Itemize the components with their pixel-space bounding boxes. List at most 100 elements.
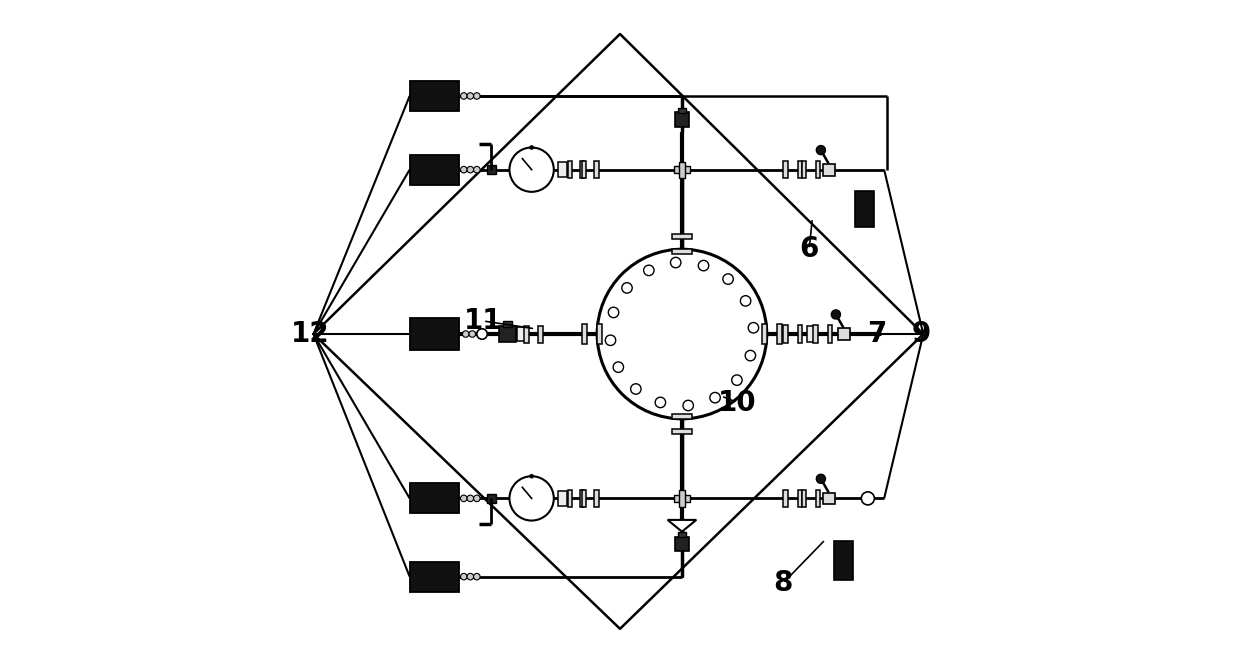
Circle shape <box>460 573 467 580</box>
Bar <box>517 327 527 341</box>
Bar <box>678 107 686 113</box>
Bar <box>594 161 599 178</box>
Circle shape <box>467 573 474 580</box>
Bar <box>835 541 853 580</box>
Bar <box>802 161 806 178</box>
Bar <box>675 536 689 552</box>
Bar <box>761 324 766 344</box>
Circle shape <box>460 495 467 502</box>
Bar <box>838 328 849 340</box>
Circle shape <box>469 331 475 337</box>
Circle shape <box>698 261 709 271</box>
Bar <box>672 250 692 254</box>
Bar <box>409 483 459 514</box>
Bar <box>486 165 496 174</box>
Bar <box>672 429 692 434</box>
Circle shape <box>529 145 533 149</box>
Text: 10: 10 <box>718 388 756 417</box>
Text: 6: 6 <box>800 235 818 263</box>
Bar <box>580 490 584 507</box>
Bar <box>409 318 459 350</box>
Bar <box>580 161 584 178</box>
Bar <box>854 191 874 227</box>
Bar <box>409 155 459 185</box>
Text: 9: 9 <box>911 320 931 348</box>
Bar <box>823 493 835 504</box>
Bar <box>797 161 802 178</box>
Circle shape <box>474 573 480 580</box>
Circle shape <box>644 265 653 276</box>
Bar <box>582 161 587 178</box>
Circle shape <box>631 384 641 394</box>
Bar <box>568 161 572 178</box>
Circle shape <box>529 474 533 478</box>
Circle shape <box>474 495 480 502</box>
Circle shape <box>467 495 474 502</box>
Bar <box>409 81 459 111</box>
Bar <box>558 491 568 506</box>
Bar <box>672 413 692 419</box>
Circle shape <box>748 322 759 333</box>
Bar <box>486 494 496 503</box>
Text: 7: 7 <box>867 320 887 348</box>
Circle shape <box>732 375 742 385</box>
Text: 8: 8 <box>774 569 792 597</box>
Circle shape <box>745 350 755 361</box>
Bar <box>678 532 686 537</box>
Bar <box>823 164 835 176</box>
Circle shape <box>605 335 616 345</box>
Circle shape <box>709 392 720 403</box>
Bar <box>816 161 821 178</box>
Bar <box>784 325 789 343</box>
Circle shape <box>621 283 632 293</box>
Bar <box>816 490 821 507</box>
Circle shape <box>613 362 624 373</box>
Bar <box>500 326 516 343</box>
Circle shape <box>671 257 681 268</box>
Circle shape <box>467 93 474 99</box>
Circle shape <box>474 166 480 173</box>
Circle shape <box>816 145 826 155</box>
Bar <box>797 490 802 507</box>
Circle shape <box>477 329 487 339</box>
Circle shape <box>460 166 467 173</box>
Circle shape <box>831 310 841 319</box>
Text: 12: 12 <box>291 320 330 348</box>
Bar <box>784 490 789 507</box>
Bar <box>673 495 691 502</box>
Bar <box>672 234 692 239</box>
Bar <box>675 112 689 127</box>
Circle shape <box>609 307 619 318</box>
Circle shape <box>510 147 554 192</box>
Circle shape <box>655 397 666 407</box>
Bar <box>558 162 568 178</box>
Bar <box>582 324 587 344</box>
Bar <box>598 324 603 344</box>
Bar <box>673 166 691 173</box>
Polygon shape <box>667 520 697 532</box>
Circle shape <box>723 274 733 284</box>
Circle shape <box>862 492 874 505</box>
Bar <box>525 326 529 343</box>
Circle shape <box>816 474 826 483</box>
Bar <box>678 162 686 178</box>
Bar <box>802 490 806 507</box>
Bar <box>797 325 802 343</box>
Circle shape <box>474 93 480 99</box>
Bar <box>784 161 789 178</box>
Bar <box>594 490 599 507</box>
Bar <box>678 490 686 506</box>
Circle shape <box>510 476 554 521</box>
Bar <box>806 326 816 342</box>
Bar <box>503 320 512 327</box>
Circle shape <box>598 250 766 419</box>
Bar <box>827 325 832 343</box>
Circle shape <box>467 166 474 173</box>
Bar <box>813 325 818 343</box>
Bar <box>409 561 459 591</box>
Bar <box>582 490 587 507</box>
Text: 11: 11 <box>464 307 502 335</box>
Circle shape <box>740 295 750 306</box>
Circle shape <box>683 400 693 411</box>
Circle shape <box>463 331 469 337</box>
